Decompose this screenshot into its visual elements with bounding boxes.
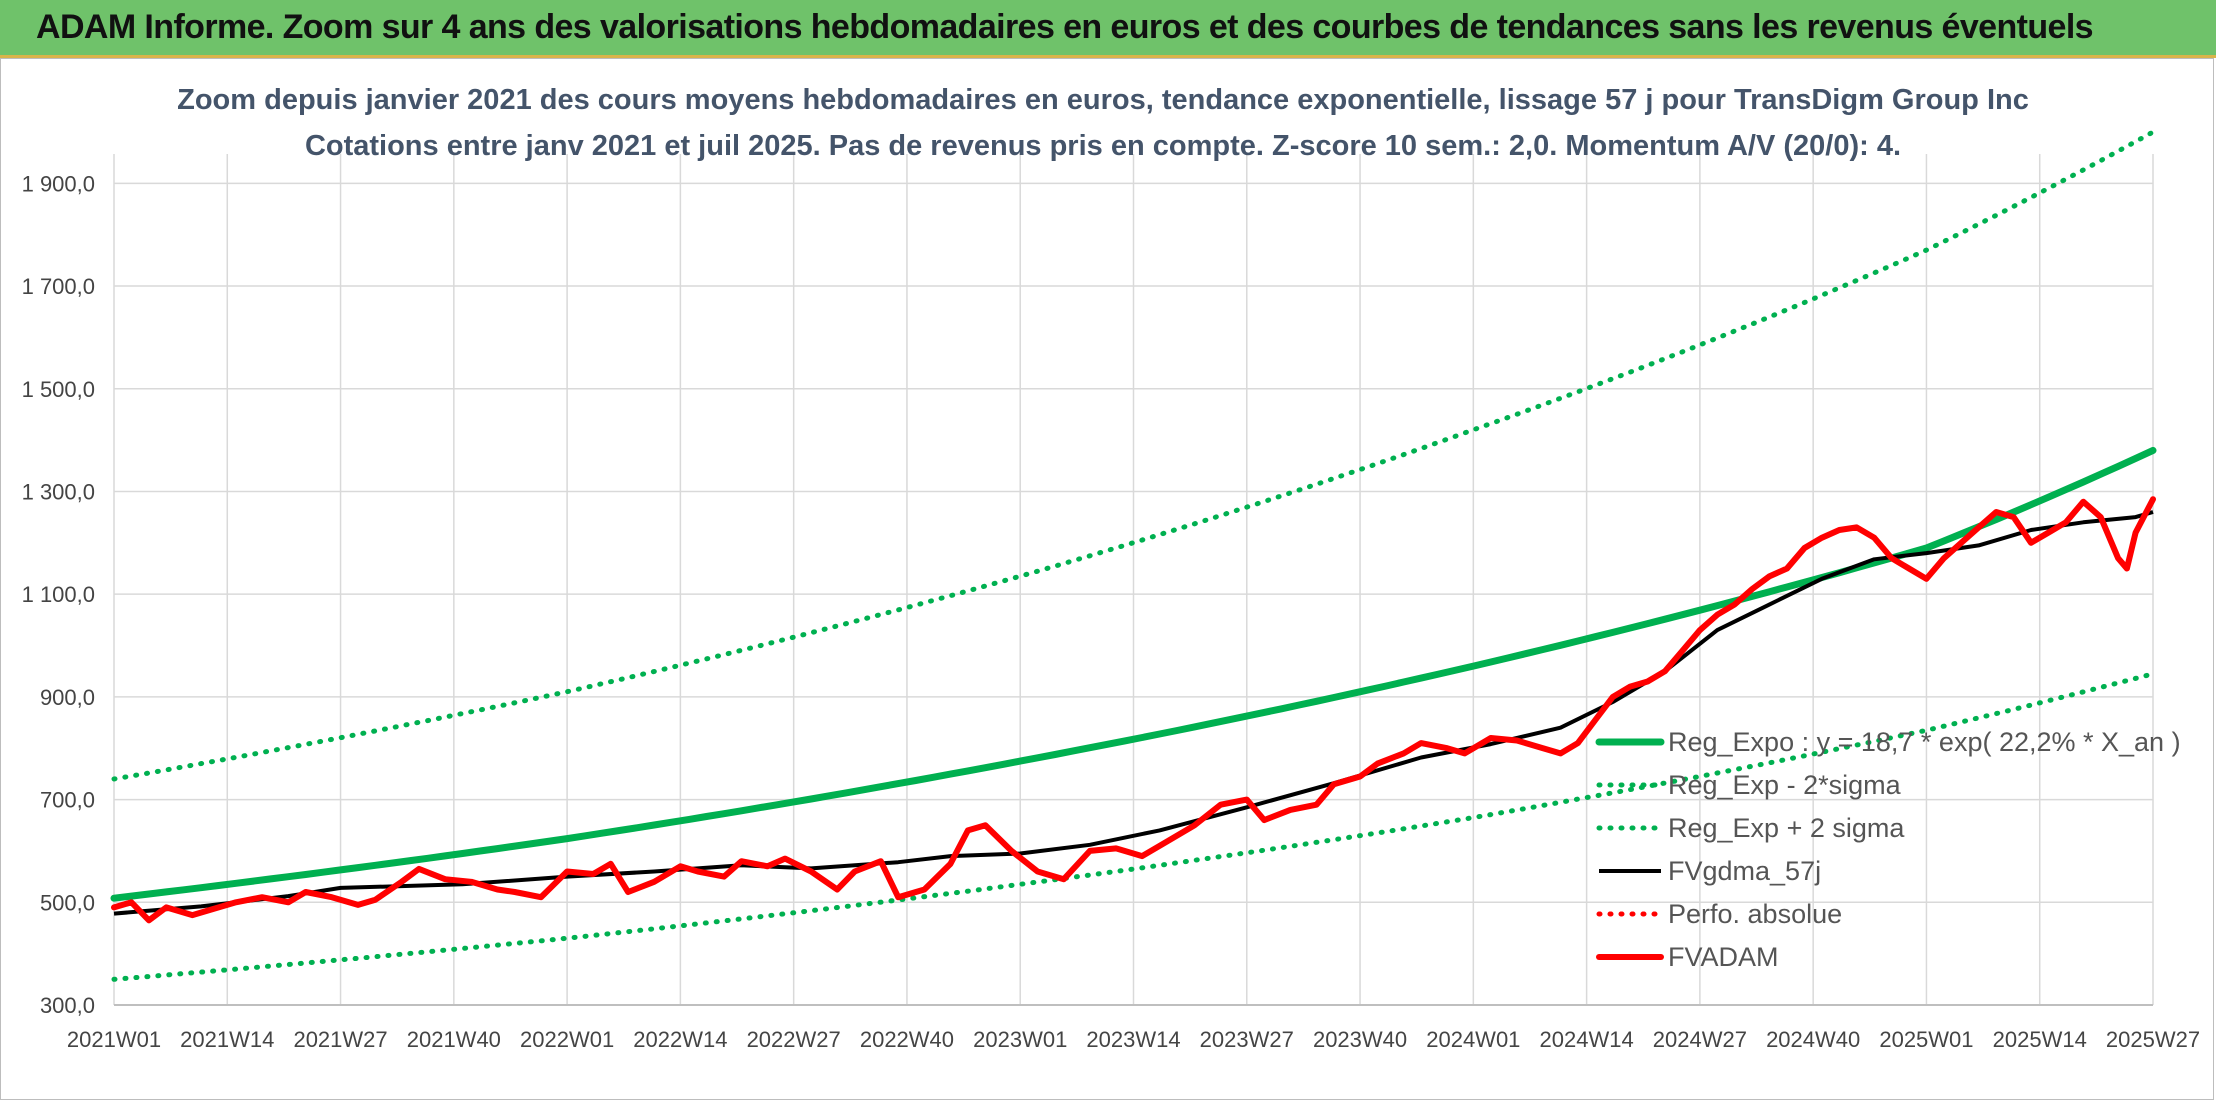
legend: Reg_Expo : y = 18,7 * exp( 22,2% * X_an … [1595, 727, 2181, 972]
x-tick-label: 2022W40 [860, 1027, 954, 1052]
series-line-2 [111, 129, 2156, 782]
series-line-0 [110, 446, 2157, 902]
series-layer [110, 129, 2157, 982]
chart-svg: 300,0 500,0 700,0 900,0 1 100,0 1 300,0 1 500,… [22, 84, 2201, 1052]
legend-label-2: Reg_Exp + 2 sigma [1668, 813, 1905, 843]
legend-label-3: FVgdma_57j [1668, 856, 1821, 886]
banner-title: ADAM Informe. Zoom sur 4 ans des valoris… [36, 8, 2094, 46]
x-tick-label: 2024W40 [1766, 1027, 1860, 1052]
x-tick-label: 2023W01 [973, 1027, 1067, 1052]
legend-label-4: Perfo. absolue [1668, 899, 1842, 929]
x-tick-label: 2021W14 [180, 1027, 274, 1052]
x-tick-label: 2025W01 [1879, 1027, 1973, 1052]
x-tick-label: 2021W40 [407, 1027, 501, 1052]
series-line-1 [111, 671, 2156, 982]
y-tick-label: 700,0 [40, 788, 95, 813]
chart-subtitle: Cotations entre janv 2021 et juil 2025. … [305, 130, 1901, 162]
y-tick-label: 1 500,0 [22, 377, 95, 402]
x-tick-label: 2024W01 [1426, 1027, 1520, 1052]
y-tick-label: 300,0 [40, 993, 95, 1018]
legend-label-5: FVADAM [1668, 942, 1779, 972]
chart-frame: 300,0 500,0 700,0 900,0 1 100,0 1 300,0 1 500,… [0, 58, 2214, 1100]
y-tick-label: 900,0 [40, 685, 95, 710]
series-line-5 [111, 496, 2156, 924]
x-tick-label: 2023W27 [1200, 1027, 1294, 1052]
x-tick-label: 2022W27 [747, 1027, 841, 1052]
legend-label-1: Reg_Exp - 2*sigma [1668, 770, 1902, 800]
header-banner: ADAM Informe. Zoom sur 4 ans des valoris… [0, 0, 2216, 58]
chart-title: Zoom depuis janvier 2021 des cours moyen… [177, 84, 2029, 116]
y-tick-label: 1 900,0 [22, 171, 95, 196]
x-tick-label: 2021W01 [67, 1027, 161, 1052]
grid [113, 154, 2154, 1006]
x-tick-label: 2023W14 [1086, 1027, 1180, 1052]
x-tick-label: 2025W14 [1993, 1027, 2087, 1052]
y-axis: 300,0 500,0 700,0 900,0 1 100,0 1 300,0 1 500,… [22, 171, 95, 1018]
x-tick-label: 2023W40 [1313, 1027, 1407, 1052]
legend-label-0: Reg_Expo : y = 18,7 * exp( 22,2% * X_an … [1668, 727, 2181, 757]
x-tick-label: 2022W01 [520, 1027, 614, 1052]
x-tick-label: 2024W14 [1540, 1027, 1634, 1052]
x-tick-label: 2021W27 [293, 1027, 387, 1052]
x-tick-label: 2025W27 [2106, 1027, 2200, 1052]
x-tick-label: 2022W14 [633, 1027, 727, 1052]
y-tick-label: 1 100,0 [22, 582, 95, 607]
y-tick-label: 1 300,0 [22, 479, 95, 504]
x-axis: 2021W01 2021W14 2021W27 2021W40 2022W01 2022W… [67, 1027, 2200, 1052]
x-tick-label: 2024W27 [1653, 1027, 1747, 1052]
y-tick-label: 1 700,0 [22, 274, 95, 299]
y-tick-label: 500,0 [40, 890, 95, 915]
